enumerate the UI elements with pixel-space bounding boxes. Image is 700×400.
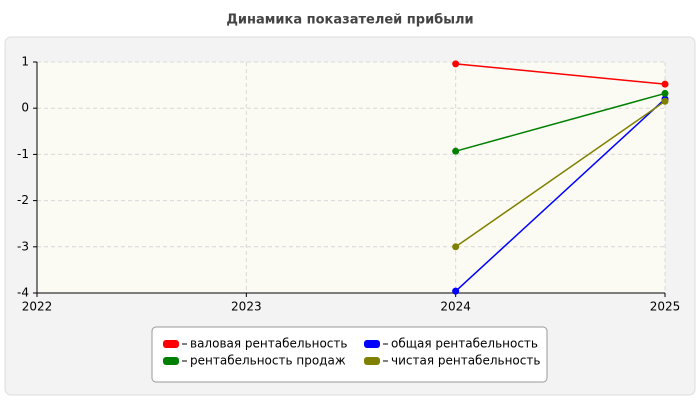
y-tick-label: -3	[17, 239, 29, 253]
y-tick-label: -4	[17, 286, 29, 300]
x-tick-label: 2022	[22, 300, 53, 314]
point	[452, 60, 460, 68]
legend-label: общая рентабельность	[391, 337, 538, 351]
series-line	[455, 63, 666, 85]
point	[661, 89, 669, 97]
x-tick-label: 2023	[231, 300, 262, 314]
legend-swatch	[364, 340, 380, 348]
series-line	[455, 92, 666, 152]
point	[452, 243, 460, 251]
plot-area	[37, 62, 665, 293]
legend-label: чистая рентабельность	[391, 354, 540, 368]
y-tick-label: -1	[17, 147, 29, 161]
x-tick-label: 2025	[650, 300, 681, 314]
series-line	[455, 100, 666, 248]
legend-swatch	[163, 357, 179, 365]
point	[452, 147, 460, 155]
y-tick-label: -2	[17, 193, 29, 207]
y-tick-label: 1	[21, 55, 29, 69]
legend-swatch	[163, 340, 179, 348]
point	[661, 80, 669, 88]
series-line	[455, 98, 666, 292]
point	[452, 287, 460, 295]
chart-title: Динамика показателей прибыли	[226, 13, 473, 28]
legend-label: валовая рентабельность	[190, 337, 347, 351]
y-tick-label: 0	[21, 101, 29, 115]
legend	[151, 326, 548, 383]
point	[661, 97, 669, 105]
legend-swatch	[364, 357, 380, 365]
legend-label: рентабельность продаж	[190, 354, 346, 368]
x-tick-label: 2024	[440, 300, 471, 314]
